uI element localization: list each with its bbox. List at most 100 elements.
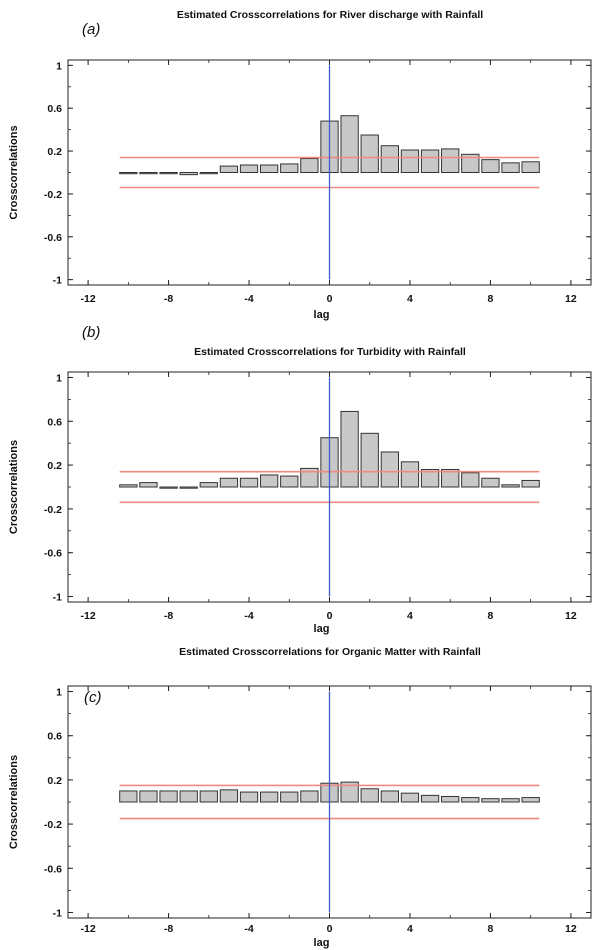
chart-panel-1: Estimated Crosscorrelations for River di… bbox=[8, 9, 592, 321]
bar-lag--3 bbox=[260, 164, 279, 173]
y-tick-label: 0.2 bbox=[47, 460, 62, 472]
bar-lag-7 bbox=[461, 797, 480, 803]
bar-lag--3 bbox=[260, 791, 279, 803]
x-tick-label: -8 bbox=[164, 610, 173, 622]
y-tick-label: 1 bbox=[56, 60, 62, 72]
x-tick-label: 4 bbox=[407, 293, 413, 305]
y-tick-label: 0.6 bbox=[47, 731, 62, 743]
y-tick-label: -0.6 bbox=[44, 548, 62, 560]
bar-lag--6 bbox=[199, 482, 218, 488]
bar-lag-6 bbox=[441, 468, 460, 488]
bar-lag--1 bbox=[300, 790, 319, 803]
bar-lag--10 bbox=[119, 484, 138, 488]
bar-lag-5 bbox=[420, 149, 440, 173]
x-tick-label: 4 bbox=[407, 610, 413, 622]
chart-panel-3: Estimated Crosscorrelations for Organic … bbox=[8, 646, 592, 949]
bar-lag-4 bbox=[400, 461, 420, 488]
bar-lag--3 bbox=[260, 474, 279, 488]
bar-lag--4 bbox=[239, 164, 259, 173]
x-axis-label: lag bbox=[314, 309, 330, 321]
bar-lag--8 bbox=[159, 172, 178, 175]
bar-lag-1 bbox=[340, 781, 359, 803]
bar-lag-7 bbox=[461, 153, 480, 174]
panel-label: (a) bbox=[82, 21, 100, 38]
x-tick-label: -8 bbox=[164, 923, 173, 935]
bar-lag-9 bbox=[501, 162, 520, 174]
y-tick-label: 0.6 bbox=[47, 416, 62, 428]
bar-lag--1 bbox=[300, 158, 319, 173]
bar-lag-9 bbox=[501, 484, 520, 488]
bar-lag-2 bbox=[360, 134, 379, 173]
bar-lag--9 bbox=[139, 482, 158, 488]
y-axis-label: Crosscorrelations bbox=[8, 125, 20, 219]
x-tick-label: 12 bbox=[565, 610, 577, 622]
x-tick-label: 12 bbox=[565, 293, 577, 305]
bar-lag-3 bbox=[380, 451, 399, 488]
bar-lag-2 bbox=[360, 788, 379, 803]
bar-lag-5 bbox=[420, 794, 440, 803]
x-tick-label: -12 bbox=[81, 610, 96, 622]
x-tick-label: 0 bbox=[327, 293, 333, 305]
panel-label: (b) bbox=[82, 324, 100, 341]
y-tick-label: -0.6 bbox=[44, 863, 62, 875]
bar-lag--6 bbox=[199, 172, 218, 175]
x-tick-label: 12 bbox=[565, 923, 577, 935]
x-tick-label: -4 bbox=[244, 293, 253, 305]
x-tick-label: 0 bbox=[327, 923, 333, 935]
x-axis-label: lag bbox=[314, 623, 330, 635]
bar-lag--5 bbox=[219, 789, 239, 803]
x-tick-label: 8 bbox=[488, 610, 494, 622]
bar-lag--4 bbox=[239, 477, 259, 488]
bar-lag--7 bbox=[179, 486, 198, 489]
bar-lag--1 bbox=[300, 467, 319, 488]
bar-lag-2 bbox=[360, 432, 379, 488]
y-tick-label: 1 bbox=[56, 687, 62, 699]
bar-lag-4 bbox=[400, 792, 420, 803]
bar-lag--8 bbox=[159, 486, 178, 489]
y-tick-label: 1 bbox=[56, 372, 62, 384]
bar-lag-3 bbox=[380, 145, 399, 173]
bar-lag-10 bbox=[521, 161, 540, 174]
x-tick-label: -4 bbox=[244, 923, 253, 935]
bar-lag--7 bbox=[179, 172, 198, 176]
bar-lag-7 bbox=[461, 472, 480, 488]
bar-lag--9 bbox=[139, 172, 158, 175]
bar-lag-6 bbox=[441, 795, 460, 803]
bar-lag--2 bbox=[280, 163, 299, 174]
x-tick-label: 4 bbox=[407, 923, 413, 935]
bar-lag--5 bbox=[219, 477, 239, 488]
bar-lag--2 bbox=[280, 791, 299, 803]
bar-lag-10 bbox=[521, 797, 540, 803]
bar-lag-10 bbox=[521, 479, 540, 488]
bar-lag--6 bbox=[199, 790, 218, 803]
chart-title: Estimated Crosscorrelations for River di… bbox=[177, 9, 483, 21]
x-tick-label: -4 bbox=[244, 610, 253, 622]
bar-lag-8 bbox=[481, 159, 500, 173]
bar-lag-6 bbox=[441, 148, 460, 174]
bar-lag--4 bbox=[239, 791, 259, 803]
y-tick-label: 0.2 bbox=[47, 146, 62, 158]
x-tick-label: -12 bbox=[81, 293, 96, 305]
x-tick-label: 0 bbox=[327, 610, 333, 622]
chart-panel-2: Estimated Crosscorrelations for Turbidit… bbox=[8, 324, 592, 635]
bar-lag-5 bbox=[420, 468, 440, 488]
chart-title: Estimated Crosscorrelations for Turbidit… bbox=[194, 346, 466, 358]
bar-lag--10 bbox=[119, 172, 138, 175]
chart-title: Estimated Crosscorrelations for Organic … bbox=[179, 646, 481, 658]
y-tick-label: -1 bbox=[53, 592, 62, 604]
panel-label: (c) bbox=[84, 689, 102, 706]
y-tick-label: -1 bbox=[53, 907, 62, 919]
x-tick-label: -8 bbox=[164, 293, 173, 305]
bar-lag-3 bbox=[380, 790, 399, 803]
y-tick-label: 0.6 bbox=[47, 103, 62, 115]
bar-lag-1 bbox=[340, 115, 359, 173]
bar-lag--2 bbox=[280, 475, 299, 488]
x-axis-label: lag bbox=[314, 937, 330, 949]
y-axis-label: Crosscorrelations bbox=[8, 755, 20, 849]
y-tick-label: -0.2 bbox=[44, 504, 62, 516]
y-axis-label: Crosscorrelations bbox=[8, 440, 20, 534]
x-tick-label: 8 bbox=[488, 293, 494, 305]
x-tick-label: -12 bbox=[81, 923, 96, 935]
